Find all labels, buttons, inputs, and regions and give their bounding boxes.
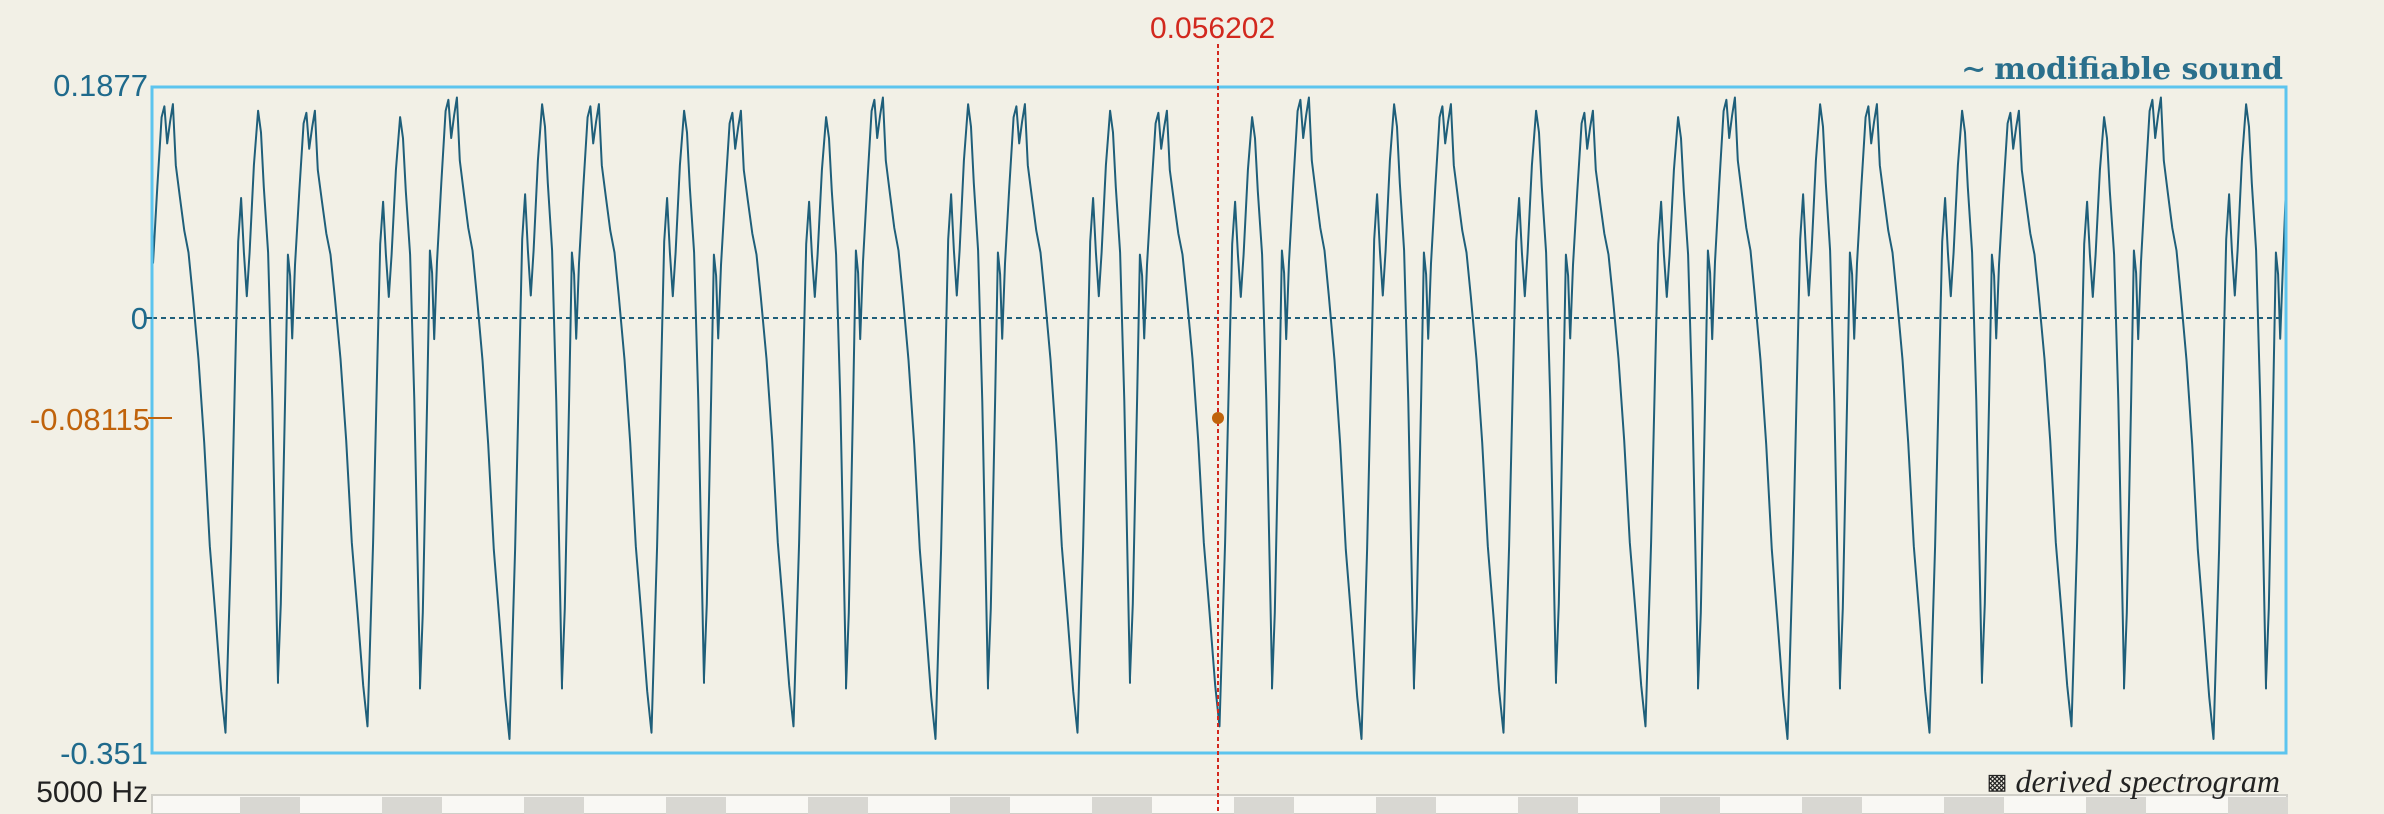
y-zero-label: 0 xyxy=(130,301,148,336)
y-max-label: 0.1877 xyxy=(53,68,148,103)
spectrogram-panel-title: ▩ derived spectrogram xyxy=(1987,765,2280,797)
spectrogram-band xyxy=(1518,797,1578,814)
spectrogram-band xyxy=(1802,797,1862,814)
spectrogram-title-text: derived spectrogram xyxy=(2015,763,2280,799)
spectrogram-band xyxy=(950,797,1010,814)
spectrogram-freq-label: 5000 Hz xyxy=(36,776,148,809)
spectrogram-band xyxy=(240,797,300,814)
spectrogram-band xyxy=(1376,797,1436,814)
square-icon: ▩ xyxy=(1986,769,2008,794)
waveform-trace xyxy=(152,96,2287,740)
spectrogram-band xyxy=(1660,797,1720,814)
spectrogram-band xyxy=(666,797,726,814)
spectrogram-shading xyxy=(240,797,2288,814)
spectrogram-band xyxy=(2228,797,2288,814)
cursor-value-label: -0.08115 xyxy=(29,402,150,437)
y-min-label: -0.351 xyxy=(60,736,148,771)
sound-title-text: modifiable sound xyxy=(1994,52,2283,87)
spectrogram-band xyxy=(382,797,442,814)
spectrogram-band xyxy=(1092,797,1152,814)
spectrogram-band xyxy=(1944,797,2004,814)
spectrogram-band xyxy=(808,797,868,814)
spectrogram-band xyxy=(1234,797,1294,814)
spectrogram-band xyxy=(524,797,584,814)
spectrogram-band xyxy=(2086,797,2146,814)
cursor-time-label: 0.056202 xyxy=(1150,12,1276,45)
cursor-sample-point xyxy=(1212,412,1224,424)
sound-panel-title: ∼ modifiable sound xyxy=(1961,55,2283,85)
tilde-icon: ∼ xyxy=(1961,52,1987,87)
